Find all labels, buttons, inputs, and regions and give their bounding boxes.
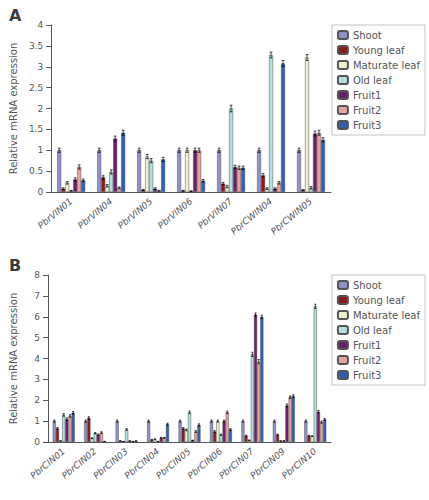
svg-text:2: 2	[34, 395, 40, 405]
svg-text:2: 2	[37, 104, 43, 114]
svg-text:3: 3	[34, 374, 40, 384]
svg-text:PbrVIN01: PbrVIN01	[36, 196, 74, 231]
svg-text:3: 3	[37, 62, 43, 72]
svg-text:4: 4	[34, 354, 40, 364]
svg-text:PbrCIN05: PbrCIN05	[154, 446, 193, 481]
svg-text:5: 5	[34, 333, 40, 343]
svg-text:PbrCIN04: PbrCIN04	[122, 446, 162, 481]
svg-text:1: 1	[34, 416, 40, 426]
svg-text:B: B	[9, 256, 21, 275]
svg-text:3.5: 3.5	[29, 41, 43, 51]
svg-text:Maturate leaf: Maturate leaf	[353, 60, 421, 71]
svg-text:Relative mRNA expression: Relative mRNA expression	[8, 293, 19, 425]
svg-text:PbrCWIN05: PbrCWIN05	[269, 196, 315, 237]
svg-text:Old leaf: Old leaf	[353, 325, 392, 336]
svg-text:2.5: 2.5	[29, 83, 43, 93]
svg-text:Relative mRNA expression: Relative mRNA expression	[8, 43, 19, 175]
svg-text:PbrVIN04: PbrVIN04	[76, 196, 115, 231]
svg-text:PbrCIN02: PbrCIN02	[59, 446, 99, 481]
svg-text:8: 8	[34, 270, 40, 280]
svg-text:1: 1	[37, 145, 43, 155]
svg-text:A: A	[9, 6, 22, 25]
svg-text:4: 4	[37, 20, 43, 30]
svg-text:0: 0	[34, 437, 40, 447]
svg-text:7: 7	[34, 291, 40, 301]
svg-text:PbrCWIN04: PbrCWIN04	[229, 196, 275, 237]
svg-text:Shoot: Shoot	[353, 30, 382, 41]
svg-text:Fruit3: Fruit3	[353, 370, 382, 381]
svg-text:Fruit2: Fruit2	[353, 105, 382, 116]
svg-text:PbrVIN07: PbrVIN07	[196, 196, 235, 231]
svg-text:Young leaf: Young leaf	[352, 45, 405, 56]
svg-text:6: 6	[34, 312, 40, 322]
svg-text:Young leaf: Young leaf	[352, 295, 405, 306]
svg-text:Fruit1: Fruit1	[353, 90, 382, 101]
svg-text:PbrCIN09: PbrCIN09	[248, 446, 287, 481]
svg-text:PbrCIN10: PbrCIN10	[280, 446, 319, 481]
svg-text:PbrCIN06: PbrCIN06	[185, 446, 225, 481]
svg-text:PbrCIN07: PbrCIN07	[217, 446, 256, 481]
svg-text:PbrVIN05: PbrVIN05	[116, 196, 155, 231]
svg-text:PbrVIN06: PbrVIN06	[156, 196, 195, 231]
svg-text:Shoot: Shoot	[353, 280, 382, 291]
svg-text:1.5: 1.5	[29, 124, 43, 134]
svg-text:Fruit2: Fruit2	[353, 355, 382, 366]
svg-text:PbrCIN03: PbrCIN03	[91, 446, 130, 481]
svg-text:0: 0	[37, 187, 43, 197]
svg-text:Maturate leaf: Maturate leaf	[353, 310, 421, 321]
svg-text:PbrCIN01: PbrCIN01	[28, 446, 67, 481]
svg-text:Old leaf: Old leaf	[353, 75, 392, 86]
svg-text:0.5: 0.5	[29, 166, 43, 176]
svg-text:Fruit3: Fruit3	[353, 120, 382, 131]
svg-text:Fruit1: Fruit1	[353, 340, 382, 351]
